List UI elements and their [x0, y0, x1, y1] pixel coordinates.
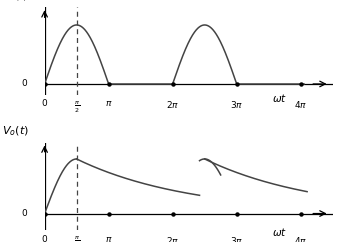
- Text: $\omega t$: $\omega t$: [272, 92, 287, 104]
- Text: $V_o(t)$: $V_o(t)$: [2, 125, 29, 138]
- Text: 0: 0: [22, 209, 27, 218]
- Text: $\omega t$: $\omega t$: [272, 226, 287, 238]
- Text: 0: 0: [22, 79, 27, 89]
- Text: $V_i(t)$: $V_i(t)$: [4, 0, 28, 3]
